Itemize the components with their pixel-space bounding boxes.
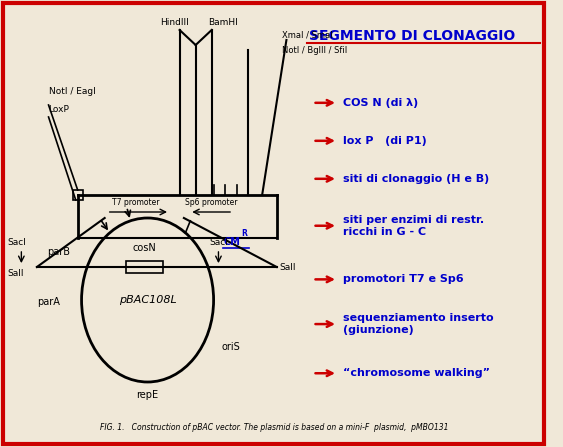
Text: BamHI: BamHI <box>208 18 238 27</box>
Text: SalI: SalI <box>280 262 296 271</box>
Text: SacI: SacI <box>209 238 228 247</box>
Text: siti per enzimi di restr.
ricchi in G - C: siti per enzimi di restr. ricchi in G - … <box>343 215 484 236</box>
Text: LoxP: LoxP <box>48 105 69 114</box>
Text: oriS: oriS <box>221 342 240 352</box>
Text: NotI / BglII / SfiI: NotI / BglII / SfiI <box>282 46 347 55</box>
Text: siti di clonaggio (H e B): siti di clonaggio (H e B) <box>343 174 489 184</box>
Text: SalI: SalI <box>8 269 24 278</box>
Text: NotI / EagI: NotI / EagI <box>48 88 95 97</box>
Text: promotori T7 e Sp6: promotori T7 e Sp6 <box>343 274 463 284</box>
Text: SacI: SacI <box>8 238 26 247</box>
Text: SEGMENTO DI CLONAGGIO: SEGMENTO DI CLONAGGIO <box>309 29 515 43</box>
Text: repE: repE <box>136 390 159 400</box>
Text: XmaI / SmaI: XmaI / SmaI <box>282 31 332 40</box>
Text: parA: parA <box>37 297 60 307</box>
Text: HindIII: HindIII <box>160 18 189 27</box>
Text: pBAC108L: pBAC108L <box>119 295 176 305</box>
Text: T7 promoter: T7 promoter <box>112 198 160 207</box>
Text: CM: CM <box>224 237 240 247</box>
Text: R: R <box>241 229 247 238</box>
Text: lox P   (di P1): lox P (di P1) <box>343 136 427 146</box>
Text: COS N (di λ): COS N (di λ) <box>343 98 418 108</box>
Text: cosN: cosN <box>133 243 157 253</box>
Text: FIG. 1.   Construction of pBAC vector. The plasmid is based on a mini-F  plasmid: FIG. 1. Construction of pBAC vector. The… <box>100 423 448 432</box>
Text: Sp6 promoter: Sp6 promoter <box>185 198 238 207</box>
Text: “chromosome walking”: “chromosome walking” <box>343 368 490 378</box>
Text: parB: parB <box>47 247 70 257</box>
Bar <box>126 261 163 273</box>
Bar <box>73 190 83 200</box>
Text: sequenziamento inserto
(giunzione): sequenziamento inserto (giunzione) <box>343 313 493 335</box>
